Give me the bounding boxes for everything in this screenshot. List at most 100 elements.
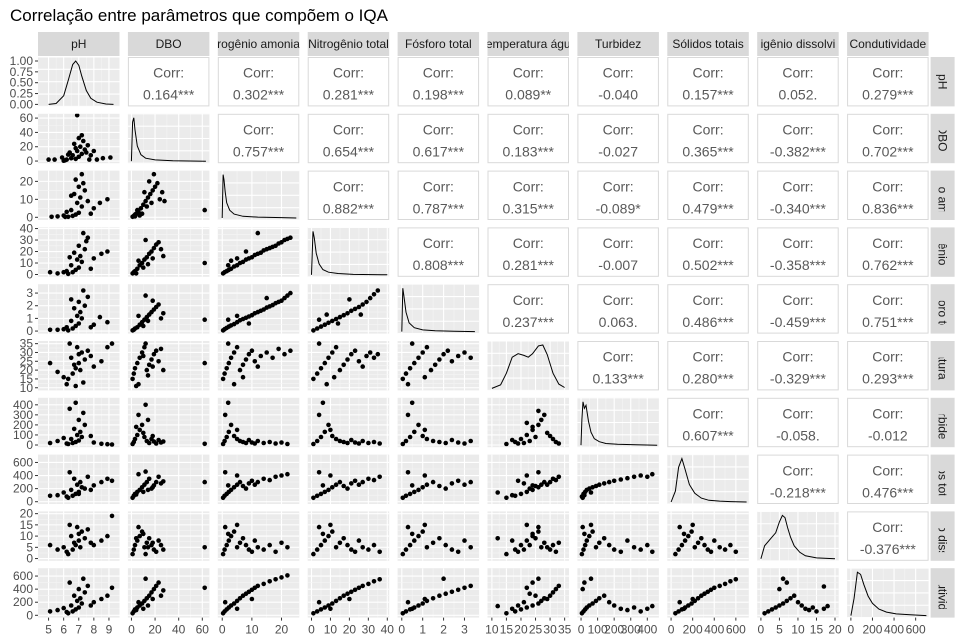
scatter-point — [88, 603, 94, 608]
scatter-point — [504, 441, 509, 447]
scatter-point — [773, 605, 778, 610]
scatter-point — [527, 486, 532, 491]
scatter-point — [55, 271, 60, 276]
scatter-point — [156, 474, 161, 480]
scatter-point — [512, 609, 518, 614]
corr-label: Corr: — [243, 122, 274, 138]
corr-value: 0.762*** — [862, 257, 914, 273]
scatter-point — [352, 478, 358, 484]
scatter-point — [88, 325, 94, 330]
scatter-point — [521, 547, 527, 552]
corr-value: 0.757*** — [233, 144, 285, 160]
scatter-point — [202, 207, 207, 213]
corr-panel — [217, 57, 300, 107]
scatter-point — [400, 441, 406, 447]
y-tick-label: 60 — [20, 111, 34, 125]
scatter-point — [61, 605, 66, 611]
scatter-point — [249, 478, 255, 484]
scatter-point — [226, 538, 232, 543]
scatter-point — [144, 367, 150, 373]
scatter-point — [47, 327, 53, 333]
scatter-point — [412, 538, 417, 543]
corr-panel — [667, 227, 749, 277]
scatter-point — [625, 538, 630, 543]
corr-value: -0.012 — [868, 428, 908, 444]
panel-content — [397, 511, 480, 561]
x-tick-label: 25 — [529, 623, 543, 637]
scatter-point — [769, 607, 775, 612]
scatter-point — [795, 599, 801, 605]
scatter-point — [145, 603, 151, 608]
scatter-point — [240, 374, 246, 380]
y-tick-label: 0 — [26, 210, 33, 224]
panel-content — [38, 227, 120, 277]
scatter-point — [68, 318, 74, 324]
scatter-point — [91, 483, 97, 488]
scatter-point — [99, 359, 104, 364]
scatter-point — [352, 587, 358, 593]
x-tick-label: 9 — [106, 623, 113, 637]
scatter-point — [79, 133, 85, 138]
scatter-point — [422, 522, 428, 528]
scatter-point — [356, 441, 362, 446]
y-tick-label: 40 — [20, 222, 34, 236]
corr-label: Corr: — [692, 292, 723, 308]
corr-label: Corr: — [872, 65, 903, 81]
scatter-point — [521, 440, 527, 446]
scatter-point — [79, 204, 85, 209]
scatter-point — [717, 583, 722, 589]
scatter-point — [243, 440, 249, 446]
scatter-point — [73, 366, 78, 371]
scatter-point — [333, 436, 339, 442]
scatter-point — [222, 438, 227, 444]
scatter-point — [243, 357, 249, 362]
scatter-point — [699, 536, 704, 541]
scatter-point — [777, 586, 782, 592]
scatter-point — [234, 427, 240, 433]
corr-label: Corr: — [692, 349, 723, 365]
scatter-point — [130, 376, 135, 382]
corr-label: Corr: — [872, 178, 903, 194]
scatter-point — [279, 540, 284, 546]
scatter-point — [264, 350, 270, 355]
scatter-point — [74, 344, 80, 350]
scatter-point — [403, 493, 409, 499]
corr-value: 0.702*** — [862, 144, 914, 160]
scatter-point — [814, 609, 819, 614]
x-tick-label: 0 — [668, 623, 675, 637]
panel-content — [307, 568, 390, 618]
scatter-point — [270, 355, 275, 361]
scatter-point — [105, 441, 110, 447]
scatter-point — [518, 542, 524, 548]
scatter-point — [322, 322, 328, 328]
scatter-point — [468, 479, 474, 485]
scatter-point — [536, 524, 541, 530]
scatter-point — [337, 367, 343, 373]
scatter-point — [606, 542, 612, 548]
scatter-point — [356, 538, 362, 543]
x-tick-label: 40 — [172, 623, 186, 637]
scatter-point — [228, 487, 234, 493]
strip-right-label: ósforo tot — [936, 284, 950, 335]
density-curve — [221, 174, 297, 219]
scatter-point — [234, 313, 240, 319]
scatter-point — [416, 487, 421, 493]
scatter-point — [155, 180, 160, 186]
corr-panel — [847, 284, 929, 334]
scatter-point — [371, 579, 377, 584]
scatter-point — [580, 524, 585, 530]
scatter-point — [366, 476, 371, 482]
panel-content — [577, 397, 659, 448]
corr-panel — [847, 227, 929, 277]
scatter-point — [316, 341, 322, 346]
scatter-point — [733, 549, 739, 555]
scatter-point — [234, 545, 240, 550]
scatter-point — [449, 589, 455, 595]
x-tick-label: 600 — [726, 623, 746, 637]
panel-content — [127, 397, 210, 448]
scatter-point — [137, 427, 142, 433]
x-tick-label: 6 — [60, 623, 67, 637]
scatter-point — [333, 545, 339, 550]
scatter-point — [52, 157, 57, 162]
scatter-point — [377, 549, 383, 555]
